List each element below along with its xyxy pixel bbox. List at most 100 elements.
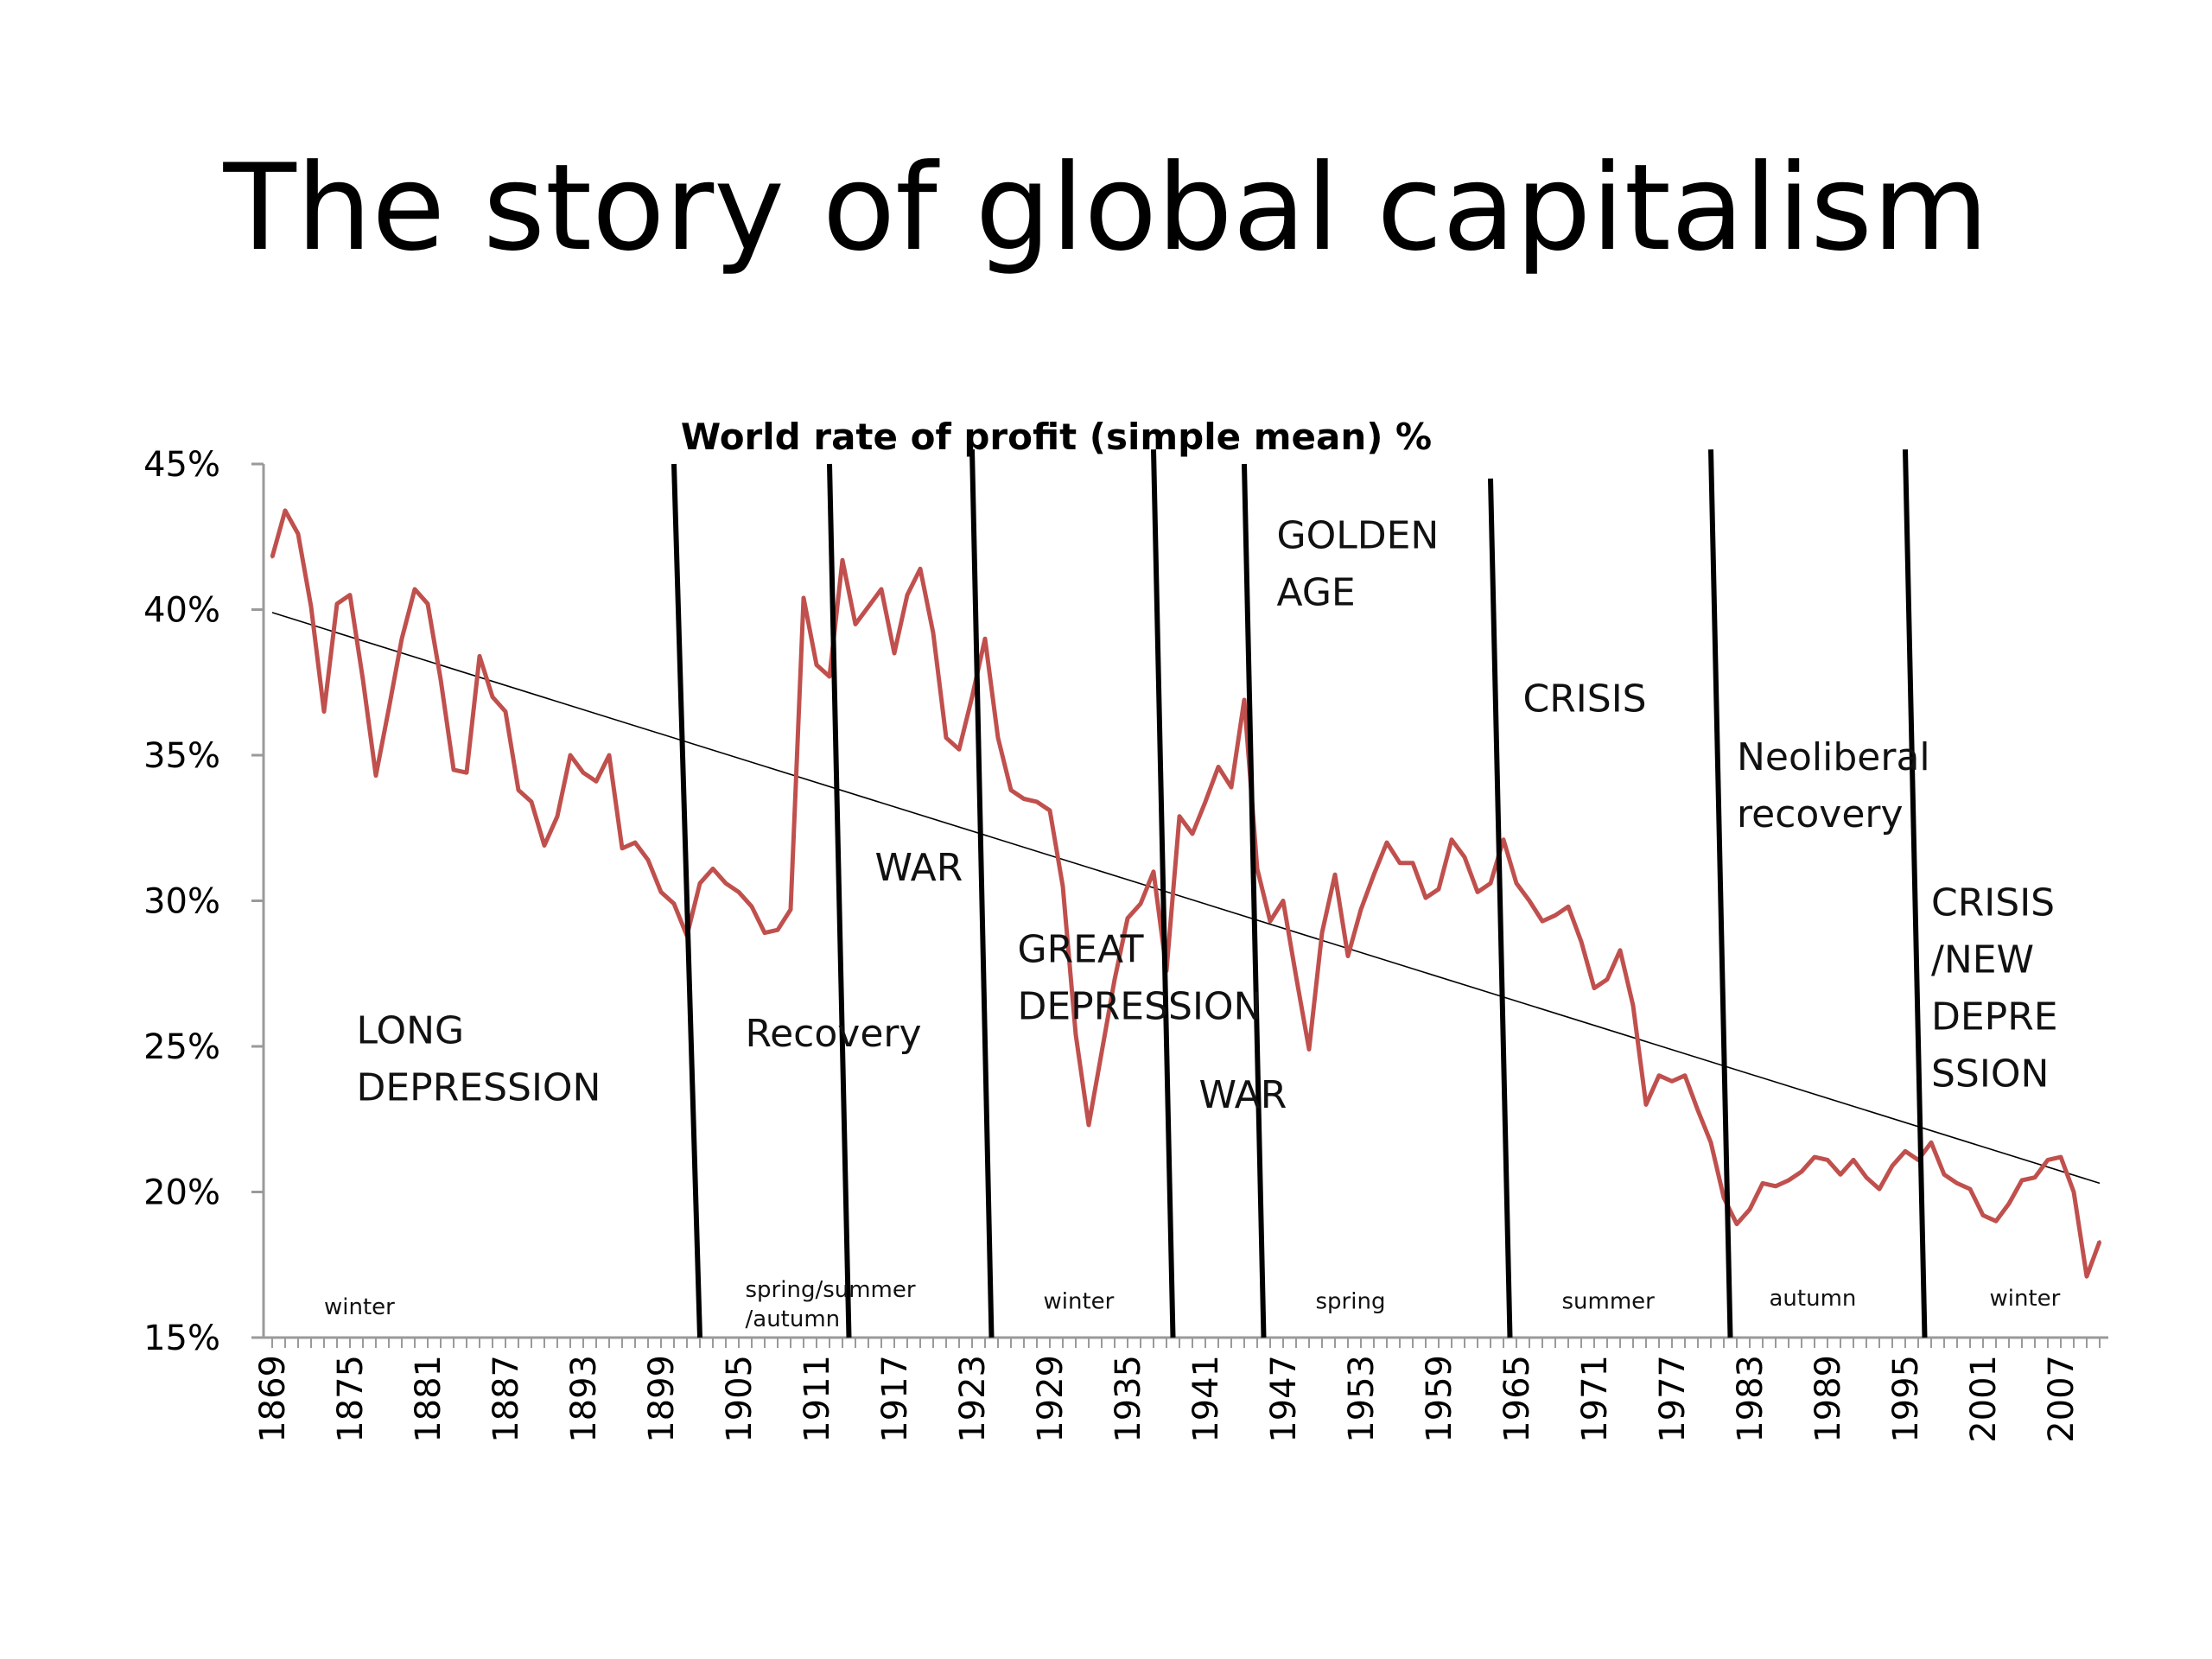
annotation-group: LONG DEPRESSION Recovery WAR GREAT DEPRESSION…: [324, 514, 2061, 1332]
period-divider: [1242, 463, 1267, 1338]
divider-group: [671, 449, 1928, 1338]
data-point: [1981, 1213, 1985, 1217]
data-point: [1113, 977, 1116, 981]
data-point: [1774, 1185, 1777, 1188]
x-tick-label: 1869: [253, 1355, 293, 1443]
data-point: [2020, 1179, 2024, 1182]
data-point: [1061, 885, 1065, 888]
data-point: [1009, 788, 1013, 791]
data-point: [1126, 917, 1129, 920]
data-point: [322, 709, 326, 713]
data-point: [335, 602, 339, 606]
data-point: [361, 677, 365, 681]
x-tick-label: 2001: [1964, 1355, 2004, 1443]
data-point: [1968, 1187, 1972, 1191]
season-label: winter: [1990, 1286, 2061, 1312]
data-point: [1152, 870, 1155, 874]
data-point: [646, 858, 650, 861]
data-point: [763, 931, 766, 935]
data-point: [1268, 919, 1272, 923]
x-tick-label: 1881: [409, 1355, 448, 1443]
data-point: [750, 905, 753, 908]
era-label: Recovery: [746, 1012, 922, 1056]
data-point: [1592, 987, 1596, 990]
data-point: [659, 890, 663, 893]
data-point: [918, 567, 922, 570]
data-point: [1657, 1074, 1661, 1077]
x-tick-label: 2007: [2042, 1355, 2082, 1443]
data-point: [841, 558, 844, 562]
data-point: [1528, 899, 1531, 902]
data-point: [1502, 838, 1505, 842]
data-point: [1359, 908, 1363, 912]
data-point: [569, 753, 572, 757]
data-point: [815, 664, 818, 667]
season-label: winter: [324, 1294, 395, 1320]
series-group: [270, 508, 2102, 1279]
data-point: [2033, 1176, 2037, 1179]
data-point: [1994, 1219, 1998, 1223]
data-point: [1372, 873, 1376, 876]
era-label: CRISIS: [1523, 677, 1647, 721]
x-tick-label: 1959: [1420, 1355, 1459, 1443]
x-tick-label: 1947: [1264, 1355, 1304, 1443]
data-point: [1489, 881, 1492, 885]
data-point: [1074, 1033, 1077, 1037]
data-point: [1839, 1173, 1842, 1176]
data-point: [1320, 931, 1324, 935]
data-point: [1450, 838, 1453, 842]
data-point: [594, 779, 598, 783]
data-point: [1696, 1109, 1700, 1112]
data-point: [1048, 809, 1052, 812]
data-point: [1787, 1179, 1790, 1182]
data-point: [698, 881, 702, 885]
x-tick-label: 1953: [1342, 1355, 1382, 1443]
data-point: [270, 556, 274, 559]
period-divider: [1488, 478, 1513, 1338]
data-point: [2007, 1202, 2011, 1205]
data-point: [582, 771, 585, 774]
data-point: [426, 602, 429, 606]
data-point: [1955, 1181, 1959, 1185]
data-point: [1411, 861, 1414, 865]
data-point: [1541, 919, 1544, 923]
slide-title: The story of global capitalism: [223, 138, 1989, 277]
data-point: [1605, 977, 1609, 981]
data-point: [1398, 861, 1402, 865]
data-point: [1904, 1149, 1907, 1153]
data-point: [1878, 1187, 1881, 1191]
data-point: [2072, 1191, 2075, 1193]
data-point: [1618, 949, 1622, 952]
data-point: [1929, 1141, 1933, 1144]
data-point: [1942, 1173, 1946, 1176]
data-point: [504, 709, 507, 713]
data-point: [983, 637, 987, 640]
data-point: [828, 675, 831, 678]
data-point: [1800, 1170, 1803, 1173]
data-point: [530, 800, 533, 804]
x-tick-label: 1917: [875, 1355, 915, 1443]
data-point: [1333, 873, 1337, 876]
data-point: [1735, 1223, 1738, 1226]
data-point: [1243, 698, 1246, 702]
x-tick-label: 1995: [1886, 1355, 1926, 1443]
y-tick-label: 45%: [143, 445, 220, 485]
data-point: [633, 841, 637, 844]
season-label: autumn: [1770, 1286, 1857, 1312]
x-tick-label: 1989: [1808, 1355, 1848, 1443]
data-point: [944, 736, 948, 740]
data-point: [1307, 1047, 1311, 1051]
data-point: [1100, 1051, 1103, 1054]
axes: 15% 20% 25% 30% 35% 40% 45% 1869 1875 1881 1887 189…: [143, 445, 2108, 1443]
data-point: [970, 696, 974, 699]
x-tick-label: 1911: [798, 1355, 837, 1443]
season-label: summer: [1562, 1288, 1656, 1314]
data-point: [465, 771, 468, 774]
x-tick-label: 1905: [720, 1355, 760, 1443]
data-point: [996, 736, 1000, 740]
data-point: [1437, 887, 1440, 891]
x-tick-label: 1941: [1186, 1355, 1226, 1443]
data-point: [880, 588, 883, 591]
data-point: [867, 605, 870, 608]
data-point: [1670, 1079, 1674, 1083]
